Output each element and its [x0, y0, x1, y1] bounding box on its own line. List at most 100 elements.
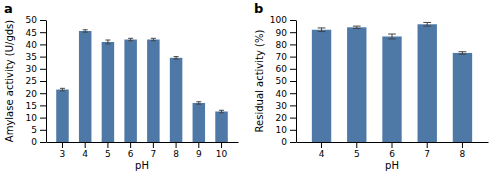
tick-label: 9 — [196, 149, 202, 159]
tick-mark — [40, 20, 46, 21]
tick-mark — [40, 105, 46, 106]
panel: 05101520253035404550345678910pHAmylase a… — [4, 1, 239, 171]
tick-label: 10 — [26, 113, 38, 123]
tick-label: 15 — [26, 101, 37, 111]
error-cap — [83, 32, 88, 33]
tick-label: 8 — [173, 149, 179, 159]
tick: 15 — [26, 101, 46, 111]
error-cap — [459, 51, 467, 52]
tick-mark — [107, 142, 108, 148]
axis-line — [47, 142, 239, 143]
tick: 70 — [276, 52, 296, 62]
tick-mark — [290, 118, 296, 119]
tick: 6 — [389, 142, 395, 159]
tick-mark — [40, 32, 46, 33]
tick-label: 10 — [216, 149, 228, 159]
tick: 9 — [196, 142, 202, 159]
error-cap — [174, 59, 179, 60]
tick: 8 — [460, 142, 466, 159]
tick-mark — [462, 142, 463, 148]
tick: 50 — [276, 76, 296, 86]
chart: 05101520253035404550345678910pHAmylase a… — [0, 0, 500, 172]
error-cap — [60, 88, 65, 89]
tick: 3 — [60, 142, 66, 159]
tick-mark — [40, 118, 46, 119]
tick-label: 10 — [276, 125, 288, 135]
panel: 010203040506070809010045678pHResidual ac… — [254, 1, 489, 171]
y-axis-title: Residual activity (%) — [254, 30, 265, 133]
tick-label: 0 — [281, 137, 287, 147]
tick-mark — [290, 57, 296, 58]
tick-label: 5 — [105, 149, 111, 159]
error-cap — [196, 104, 201, 105]
bar — [382, 36, 401, 142]
tick: 5 — [31, 125, 46, 135]
error-cap — [388, 38, 396, 39]
tick-label: 4 — [82, 149, 88, 159]
tick-mark — [62, 142, 63, 148]
tick: 100 — [270, 15, 296, 25]
tick: 50 — [26, 15, 46, 25]
error-cap — [105, 40, 110, 41]
tick: 4 — [82, 142, 88, 159]
bar — [79, 31, 91, 142]
tick-label: 50 — [276, 76, 288, 86]
tick-mark — [176, 142, 177, 148]
tick-label: 7 — [424, 149, 430, 159]
error-cap — [128, 40, 133, 41]
tick-label: 6 — [128, 149, 134, 159]
panel-title: a — [4, 1, 13, 16]
error-cap — [219, 110, 224, 111]
tick-label: 6 — [389, 149, 395, 159]
tick-mark — [321, 142, 322, 148]
tick-mark — [290, 81, 296, 82]
tick-label: 20 — [26, 89, 38, 99]
tick-mark — [40, 130, 46, 131]
bar — [312, 30, 331, 142]
bar — [147, 40, 159, 142]
error-bar — [219, 110, 224, 112]
tick-label: 25 — [26, 76, 37, 86]
error-bar — [318, 28, 326, 32]
tick-label: 40 — [26, 40, 38, 50]
tick-label: 30 — [276, 101, 288, 111]
error-cap — [151, 38, 156, 39]
marks — [312, 22, 472, 142]
tick: 6 — [128, 142, 134, 159]
error-cap — [423, 22, 431, 23]
tick-label: 5 — [354, 149, 360, 159]
tick-label: 45 — [26, 28, 37, 38]
tick: 8 — [173, 142, 179, 159]
y-axis: 0102030405060708090100 — [270, 15, 297, 147]
x-axis: 345678910 — [47, 142, 239, 159]
tick-label: 5 — [31, 125, 37, 135]
tick-label: 100 — [270, 15, 287, 25]
tick-label: 4 — [319, 149, 325, 159]
tick-mark — [427, 142, 428, 148]
error-line — [321, 28, 322, 32]
tick: 90 — [276, 28, 296, 38]
tick-mark — [130, 142, 131, 148]
tick: 10 — [276, 125, 296, 135]
bar — [215, 112, 227, 143]
error-cap — [219, 112, 224, 113]
tick-mark — [198, 142, 199, 148]
axis-line — [46, 21, 47, 143]
error-bar — [459, 52, 467, 54]
tick: 30 — [26, 64, 46, 74]
tick: 4 — [319, 142, 325, 159]
tick-label: 80 — [276, 40, 288, 50]
tick: 7 — [424, 142, 430, 159]
error-bar — [83, 30, 88, 32]
tick: 25 — [26, 76, 46, 86]
tick-label: 30 — [26, 64, 38, 74]
error-cap — [105, 43, 110, 44]
bar — [453, 53, 472, 142]
tick: 40 — [276, 89, 296, 99]
tick: 10 — [216, 142, 228, 159]
tick: 60 — [276, 64, 296, 74]
error-cap — [174, 56, 179, 57]
y-axis-title: Amylase activity (U/gds) — [4, 20, 15, 142]
bar — [124, 40, 136, 142]
error-cap — [128, 38, 133, 39]
